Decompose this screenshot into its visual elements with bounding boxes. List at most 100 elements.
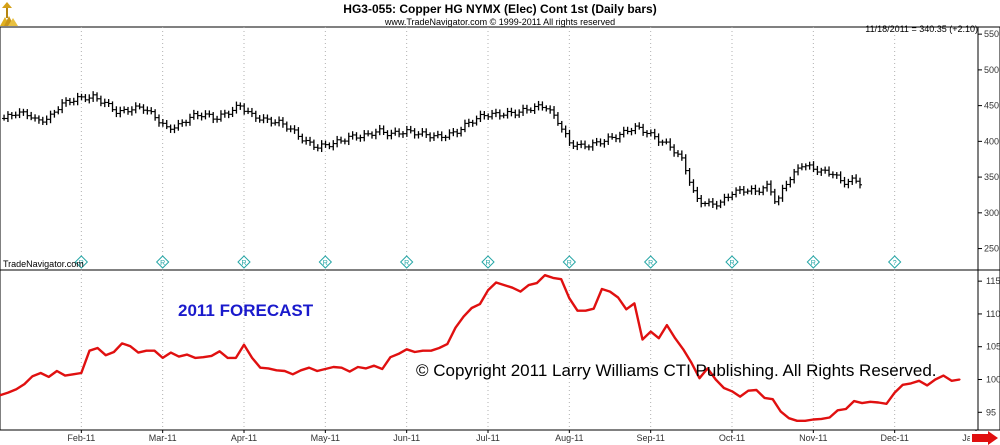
price-bar bbox=[672, 144, 677, 157]
price-bar bbox=[466, 118, 471, 128]
price-bar bbox=[60, 99, 65, 114]
price-bar bbox=[129, 106, 134, 116]
forecast-point bbox=[958, 378, 961, 381]
price-bar bbox=[478, 110, 483, 123]
forecast-point bbox=[731, 390, 733, 393]
forecast-point bbox=[617, 296, 620, 299]
price-bar bbox=[203, 110, 208, 120]
forecast-point bbox=[804, 419, 807, 422]
price-bar bbox=[517, 109, 522, 118]
price-bar bbox=[296, 127, 301, 140]
price-bar bbox=[98, 95, 103, 107]
price-bar bbox=[749, 185, 754, 195]
price-bar bbox=[404, 125, 409, 137]
price-bar bbox=[95, 92, 100, 102]
price-bar bbox=[412, 128, 417, 139]
forecast-point bbox=[446, 343, 449, 345]
price-bar bbox=[408, 125, 413, 134]
price-bar bbox=[621, 126, 626, 138]
price-bar bbox=[555, 112, 560, 126]
price-bar bbox=[71, 97, 76, 106]
logo-icon bbox=[0, 2, 18, 26]
right-arrow-icon[interactable] bbox=[972, 431, 998, 445]
price-bar bbox=[827, 166, 832, 177]
forecast-point bbox=[926, 384, 929, 387]
price-bar bbox=[439, 131, 444, 142]
price-bar bbox=[858, 177, 863, 189]
price-bar bbox=[811, 161, 816, 173]
forecast-point bbox=[96, 347, 99, 349]
diamond-marker-icon: R bbox=[806, 255, 821, 269]
price-bar bbox=[75, 92, 80, 106]
chart-title: HG3-055: Copper HG NYMX (Elec) Cont 1st … bbox=[343, 2, 656, 16]
forecast-point bbox=[210, 355, 213, 357]
forecast-y-tick-label: 95 bbox=[986, 407, 996, 417]
forecast-point bbox=[56, 370, 58, 372]
forecast-point bbox=[796, 419, 798, 422]
price-bar bbox=[641, 123, 646, 136]
price-bar bbox=[683, 154, 688, 175]
marker-label: R bbox=[323, 260, 328, 267]
price-bar bbox=[803, 163, 808, 171]
price-bar bbox=[106, 99, 111, 108]
price-bar bbox=[509, 107, 514, 117]
forecast-point bbox=[7, 391, 10, 394]
forecast-point bbox=[885, 402, 888, 405]
forecast-point bbox=[462, 315, 465, 318]
forecast-point bbox=[422, 349, 424, 352]
forecast-point bbox=[657, 337, 660, 340]
price-bar bbox=[435, 130, 440, 139]
price-bar bbox=[385, 130, 390, 140]
price-bar bbox=[160, 118, 165, 127]
price-bar bbox=[579, 140, 584, 149]
x-tick-label: Feb-11 bbox=[67, 433, 95, 443]
price-bar bbox=[87, 94, 92, 104]
price-bar bbox=[644, 130, 649, 138]
price-bar bbox=[273, 119, 278, 126]
price-bar bbox=[846, 178, 851, 189]
x-axis: Feb-11 Mar-11 Apr-11 May-11 Jun-11 Jul-11 Aug-… bbox=[0, 429, 990, 443]
forecast-point bbox=[129, 345, 132, 347]
forecast-point bbox=[413, 351, 416, 353]
forecast-point bbox=[194, 356, 197, 359]
price-bar bbox=[218, 110, 223, 122]
diamond-marker-icon: R bbox=[481, 255, 495, 269]
forecast-point bbox=[666, 324, 668, 326]
price-bar bbox=[761, 185, 766, 196]
forecast-point bbox=[308, 366, 310, 369]
forecast-point bbox=[893, 391, 896, 394]
price-bar bbox=[280, 117, 285, 128]
price-y-tick-label: 350.00 bbox=[984, 172, 1000, 182]
price-bar bbox=[796, 164, 801, 176]
price-bar bbox=[819, 167, 824, 176]
price-bar bbox=[656, 133, 661, 146]
forecast-point bbox=[747, 389, 750, 392]
forecast-point bbox=[470, 307, 473, 309]
price-bar bbox=[308, 136, 313, 146]
price-y-tick-label: 500.00 bbox=[984, 65, 1000, 75]
price-bar bbox=[757, 187, 762, 196]
forecast-point bbox=[592, 307, 595, 310]
forecast-point bbox=[300, 369, 302, 372]
price-bar bbox=[734, 187, 739, 198]
price-bar bbox=[211, 112, 216, 124]
price-bar bbox=[776, 195, 781, 206]
price-bar bbox=[362, 130, 367, 142]
price-bar bbox=[660, 139, 665, 146]
price-bar bbox=[691, 179, 696, 193]
scroll-right-button[interactable] bbox=[970, 431, 1000, 445]
price-bar bbox=[238, 102, 243, 110]
forecast-point bbox=[503, 284, 506, 286]
forecast-point bbox=[625, 308, 628, 311]
price-bar bbox=[102, 98, 107, 108]
price-bar bbox=[199, 112, 204, 121]
price-bar bbox=[311, 139, 316, 150]
price-bar bbox=[195, 110, 200, 120]
price-bar bbox=[431, 132, 436, 141]
forecast-point bbox=[495, 281, 498, 284]
forecast-point bbox=[316, 370, 319, 372]
forecast-point bbox=[544, 274, 546, 277]
price-bar bbox=[335, 135, 340, 148]
price-bar bbox=[455, 128, 460, 138]
price-bar bbox=[513, 109, 518, 119]
